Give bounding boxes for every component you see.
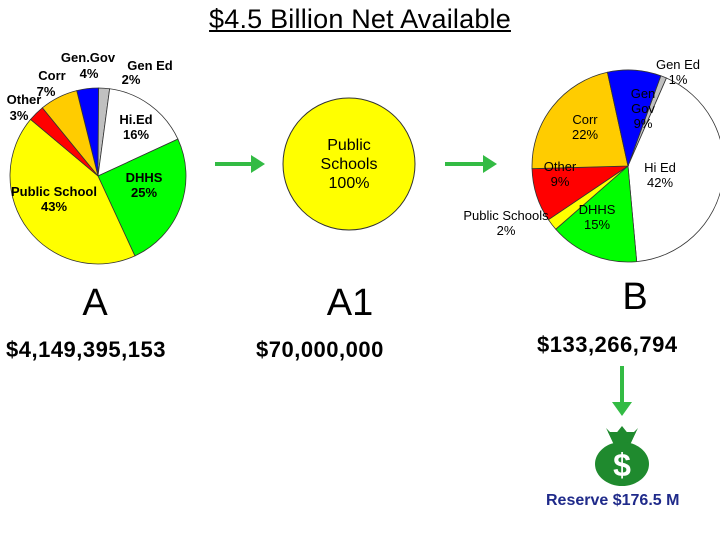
pie-label-b-5: Corr 22% bbox=[572, 112, 598, 142]
pie-label-a1-0: Public Schools 100% bbox=[321, 137, 378, 192]
pie-label-a-3: DHHS 25% bbox=[126, 170, 163, 200]
pie-label-a-0: Gen.Gov 4% bbox=[61, 50, 116, 81]
money-bag-top bbox=[606, 426, 638, 440]
pie-label-a-2: Hi.Ed 16% bbox=[119, 112, 152, 142]
flow-arrows bbox=[215, 155, 632, 416]
page-title: $4.5 Billion Net Available bbox=[209, 4, 511, 34]
pie-slice-a-dhhs bbox=[97, 138, 187, 257]
pie-label-a-5: Other 3% bbox=[7, 92, 42, 123]
pie-label-b-2: DHHS 15% bbox=[579, 202, 616, 232]
money-bag-dollar-sign: $ bbox=[613, 447, 631, 483]
pie-label-a-6: Corr 7% bbox=[37, 68, 66, 99]
pie-chart-a1: Public Schools 100% bbox=[282, 97, 416, 231]
arrow-b-to-reserve-head bbox=[612, 402, 632, 416]
pie-slice-a1-public-schools bbox=[282, 97, 416, 231]
pie-slice-b-gen-gov bbox=[606, 69, 662, 168]
pie-slice-b-hi-ed bbox=[627, 77, 720, 263]
pie-slice-b-dhhs bbox=[555, 165, 638, 263]
pie-chart-a: Gen.Gov 4%Gen Ed 2% Hi.Ed 16% DHHS 25% Public S… bbox=[7, 50, 187, 265]
chart-a1-amount: $70,000,000 bbox=[256, 337, 384, 362]
pie-slice-a-hi-ed bbox=[97, 88, 179, 177]
money-bag-body bbox=[595, 442, 649, 486]
arrow-a1-to-b-head bbox=[483, 155, 497, 173]
pie-slice-a-public-school bbox=[9, 118, 136, 265]
arrow-a-to-a1-head bbox=[251, 155, 265, 173]
pie-chart-b: Gen Ed 1% Hi Ed 42% DHHS 15% Public Schools 2% O… bbox=[463, 57, 720, 263]
pie-label-a-4: Public School 43% bbox=[11, 184, 97, 214]
pie-label-a-1: Gen Ed 2% bbox=[122, 58, 173, 87]
chart-a-caption: A bbox=[82, 282, 108, 324]
pie-label-b-1: Hi Ed 42% bbox=[644, 160, 676, 190]
pie-slice-b-corr bbox=[531, 71, 629, 170]
pie-label-b-6: Gen Gov 9% bbox=[631, 86, 656, 131]
chart-b-amount: $133,266,794 bbox=[537, 332, 678, 357]
chart-b-caption: B bbox=[622, 276, 648, 318]
pie-label-b-0: Gen Ed 1% bbox=[656, 57, 700, 87]
chart-a1-caption: A1 bbox=[326, 282, 374, 324]
pie-label-b-3: Public Schools 2% bbox=[463, 208, 549, 238]
money-bag-icon: $ bbox=[595, 426, 649, 486]
pie-slice-a-corr bbox=[41, 90, 99, 177]
reserve-label: Reserve $176.5 M bbox=[546, 492, 680, 509]
chart-a-amount: $4,149,395,153 bbox=[6, 337, 166, 362]
pie-label-b-4: Other 9% bbox=[544, 159, 577, 189]
